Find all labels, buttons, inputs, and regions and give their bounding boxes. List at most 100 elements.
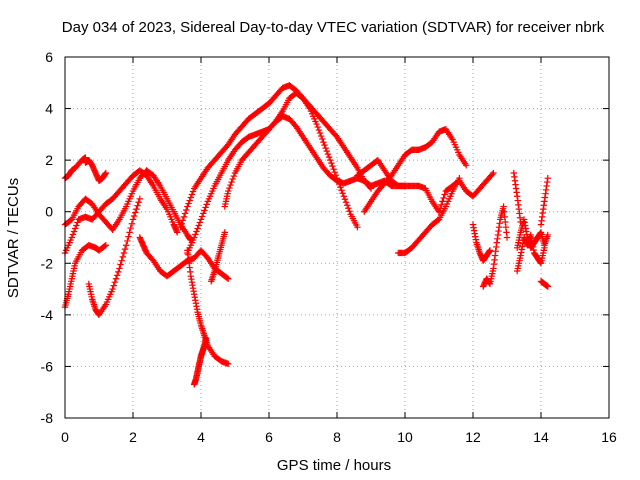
plot-frame [64,56,610,419]
x-tick-label: 4 [197,429,205,445]
data-point [342,199,350,206]
data-point [186,197,193,204]
data-point [544,174,551,182]
data-point [183,206,190,214]
data-series [61,82,551,388]
y-tick-label: -2 [41,255,54,271]
data-point [179,217,187,224]
data-point [120,249,128,257]
data-point [456,174,463,182]
data-point [489,171,496,178]
data-point [117,261,124,268]
data-point [101,242,108,250]
data-point [196,219,204,226]
data-point [109,285,116,293]
data-point [70,228,78,235]
series-arc-16 [395,174,463,257]
data-point [225,275,232,282]
data-point [202,204,209,211]
data-point [123,242,130,249]
series-arc-2 [61,167,181,257]
data-point [134,202,141,209]
data-point [68,234,75,241]
data-point [317,132,325,140]
data-point [200,210,207,217]
y-tick-label: 6 [45,49,53,65]
x-tick-label: 6 [265,429,273,445]
data-point [314,123,321,131]
y-tick-label: 2 [45,152,53,168]
y-tick-label: 4 [45,101,53,117]
data-point [116,265,123,272]
data-point [72,225,79,232]
data-point [73,222,80,229]
y-tick-label: -8 [41,410,54,426]
chart-title: Day 034 of 2023, Sidereal Day-to-day VTE… [62,19,605,36]
series-arc-9 [191,334,210,388]
series-arc-6 [85,195,143,319]
data-point [174,229,181,236]
data-point [185,200,192,207]
x-tick-labels: 0 2 4 6 8 10 12 14 16 [61,429,617,445]
data-point [121,245,129,253]
series-arc-17 [469,221,494,264]
data-point [490,169,497,177]
x-tick-label: 2 [129,429,137,445]
series-arc-3 [61,242,109,311]
data-point [223,274,231,282]
x-tick-label: 12 [465,429,481,445]
data-point [184,203,191,210]
data-point [112,275,120,282]
data-point [124,237,131,245]
data-point [118,257,125,264]
series-arc-21 [510,169,524,226]
data-point [189,188,197,195]
series-arc-15 [361,126,470,215]
x-tick-label: 8 [333,429,341,445]
data-point [130,212,138,220]
grid-lines [65,57,609,418]
x-tick-label: 14 [533,429,549,445]
series-arc-23 [537,278,551,290]
series-arc-22 [537,174,551,228]
data-point [320,138,327,146]
data-point [517,218,524,226]
x-tick-label: 16 [601,429,617,445]
data-point [228,178,235,186]
data-point [203,201,210,208]
data-point [440,194,447,202]
data-point [197,216,205,223]
data-point [328,159,335,167]
data-point [192,231,199,238]
data-point [325,153,333,161]
data-point [195,222,202,229]
data-point [324,150,332,158]
data-point [346,208,353,215]
data-point [441,191,448,198]
data-point [463,162,470,169]
data-point [340,193,347,200]
x-tick-label: 10 [397,429,413,445]
data-point [321,141,328,149]
data-point [316,129,324,137]
y-tick-label: -6 [41,358,54,374]
data-point [115,268,122,276]
data-point [313,120,320,128]
data-point [125,233,132,240]
data-point [329,162,336,170]
data-point [198,213,206,220]
data-point [178,220,185,227]
data-point [338,187,345,194]
data-point [331,168,338,176]
data-point [127,224,134,232]
x-tick-label: 0 [61,429,69,445]
axis-ticks [64,56,610,419]
data-point [541,244,548,252]
data-point [202,334,210,342]
series-arc-5 [82,156,109,184]
data-point [319,135,326,143]
data-point [194,225,201,232]
data-point [315,126,323,134]
series-arc-18 [480,203,511,290]
